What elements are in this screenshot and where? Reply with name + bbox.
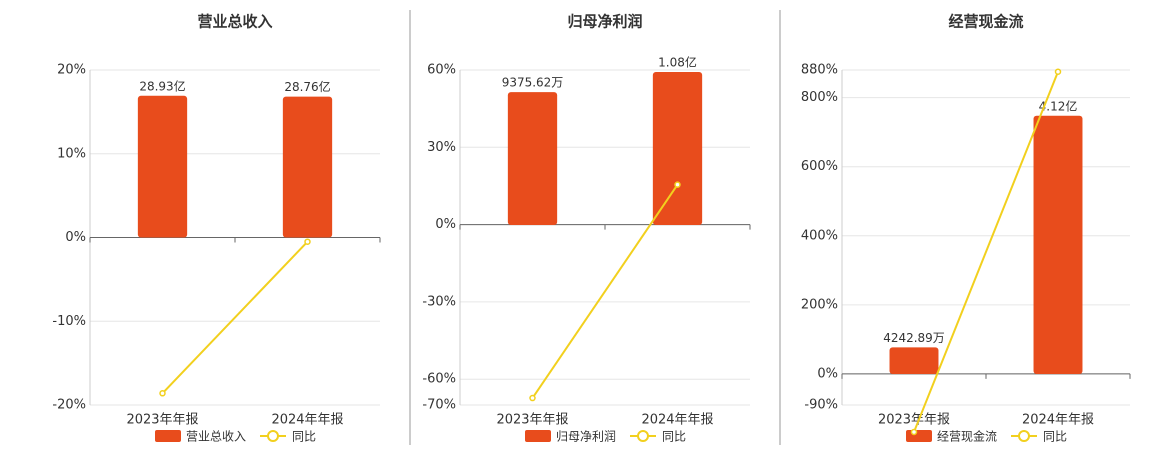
bar <box>137 95 188 238</box>
bar <box>282 96 333 238</box>
legend-marker <box>637 430 649 442</box>
y-tick-label: 0% <box>65 230 86 245</box>
line-point <box>910 428 918 436</box>
value-label: 4242.89万 <box>883 331 945 345</box>
y-tick-label: 10% <box>57 146 86 161</box>
legend-label: 归母净利润 <box>556 430 616 444</box>
y-tick-label: -10% <box>52 314 86 329</box>
y-tick-label: -70% <box>422 398 456 413</box>
bar <box>507 92 558 226</box>
x-tick-label: 2023年年报 <box>126 413 198 428</box>
line-point <box>159 390 166 397</box>
y-tick-label: 60% <box>427 63 456 78</box>
x-tick-label: 2023年年报 <box>878 413 950 428</box>
chart-title: 归母净利润 <box>567 13 642 31</box>
y-tick-label: -60% <box>422 372 456 387</box>
line-series <box>531 184 679 399</box>
legend-label: 营业总收入 <box>186 430 246 444</box>
line-point <box>674 181 681 188</box>
y-tick-label: -20% <box>52 398 86 413</box>
y-tick-label: 800% <box>801 90 838 105</box>
x-tick-label: 2024年年报 <box>641 413 713 428</box>
legend-label: 同比 <box>662 430 686 444</box>
y-tick-label: 30% <box>427 140 456 155</box>
bar <box>889 347 939 374</box>
legend-label: 同比 <box>292 430 316 444</box>
y-tick-label: 0% <box>817 366 838 381</box>
chart-title: 营业总收入 <box>197 13 272 31</box>
line-series <box>913 71 1059 433</box>
line-point <box>304 238 311 245</box>
y-tick-label: 600% <box>801 159 838 174</box>
legend-swatch <box>155 430 181 442</box>
line-point <box>1054 68 1062 75</box>
legend-label: 同比 <box>1043 430 1067 444</box>
value-label: 28.76亿 <box>284 79 330 94</box>
value-label: 1.08亿 <box>658 54 697 69</box>
x-tick-label: 2024年年报 <box>1022 413 1094 428</box>
y-tick-label: -90% <box>804 398 838 413</box>
bar <box>652 71 703 226</box>
legend-label: 经营现金流 <box>937 429 997 444</box>
legend-swatch <box>906 430 932 442</box>
x-tick-label: 2024年年报 <box>271 413 343 428</box>
legend-marker <box>1018 430 1030 442</box>
y-tick-label: 200% <box>801 297 838 312</box>
value-label: 9375.62万 <box>502 76 564 90</box>
line-point <box>529 394 536 402</box>
value-label: 28.93亿 <box>139 78 185 93</box>
y-tick-label: 0% <box>435 217 456 232</box>
line-series <box>161 240 309 394</box>
y-tick-label: -30% <box>422 294 456 309</box>
y-tick-label: 400% <box>801 228 838 243</box>
y-tick-label: 20% <box>57 63 86 78</box>
x-tick-label: 2023年年报 <box>496 413 568 428</box>
chart-title: 经营现金流 <box>948 13 1023 31</box>
legend-marker <box>267 430 279 442</box>
legend-swatch <box>525 430 551 442</box>
y-tick-label: 880% <box>801 63 838 78</box>
value-label: 4.12亿 <box>1039 98 1078 113</box>
bar <box>1033 115 1083 374</box>
